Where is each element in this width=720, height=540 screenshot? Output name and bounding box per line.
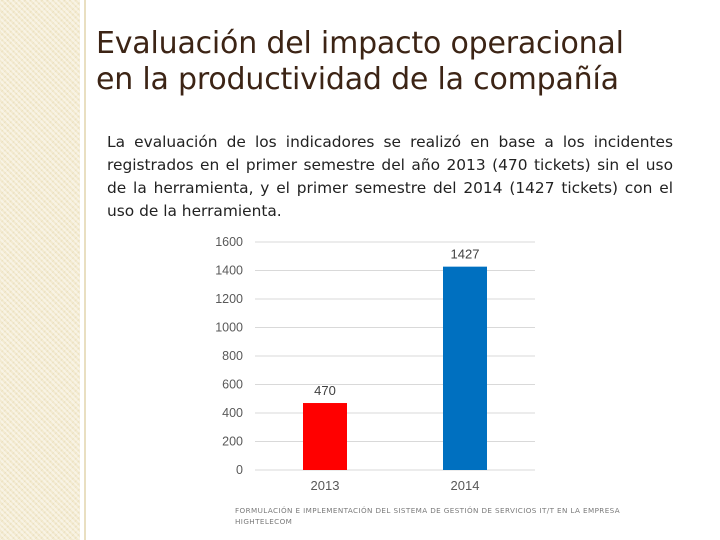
data-label-2013: 470 bbox=[314, 383, 336, 398]
x-tick-label-2013: 2013 bbox=[311, 478, 340, 493]
bar-2013 bbox=[303, 403, 347, 470]
y-tick-label-0: 0 bbox=[236, 463, 243, 477]
chart-data-labels: 470 1427 bbox=[314, 247, 479, 398]
y-tick-label-600: 600 bbox=[222, 378, 243, 392]
slide-title-line-2: en la productividad de la compañía bbox=[96, 62, 619, 97]
chart-bars bbox=[303, 266, 487, 470]
footer-note: FORMULACIÓN E IMPLEMENTACIÓN DEL SISTEMA… bbox=[235, 506, 621, 526]
y-tick-label-200: 200 bbox=[222, 435, 243, 449]
slide-body-text: La evaluación de los indicadores se real… bbox=[107, 133, 673, 220]
y-tick-label-800: 800 bbox=[222, 349, 243, 363]
bar-chart: 0 200 400 600 800 1000 1200 1400 1600 470 1427 20… bbox=[200, 230, 550, 505]
y-tick-label-1400: 1400 bbox=[215, 264, 243, 278]
y-tick-label-1600: 1600 bbox=[215, 235, 243, 249]
slide-title-line-1: Evaluación del impacto operacional bbox=[96, 26, 624, 61]
bar-2014 bbox=[443, 266, 487, 470]
y-tick-label-1000: 1000 bbox=[215, 321, 243, 335]
data-label-2014: 1427 bbox=[451, 247, 480, 262]
x-tick-label-2014: 2014 bbox=[451, 478, 480, 493]
bar-chart-svg: 0 200 400 600 800 1000 1200 1400 1600 470 1427 20… bbox=[215, 235, 535, 493]
chart-y-axis-ticks: 0 200 400 600 800 1000 1200 1400 1600 bbox=[215, 235, 243, 477]
chart-gridlines bbox=[255, 241, 535, 471]
decorative-side-band bbox=[0, 0, 80, 540]
y-tick-label-1200: 1200 bbox=[215, 292, 243, 306]
decorative-side-rule bbox=[84, 0, 86, 540]
y-tick-label-400: 400 bbox=[222, 406, 243, 420]
slide-title: Evaluación del impacto operacional en la… bbox=[96, 26, 706, 98]
chart-x-axis-ticks: 2013 2014 bbox=[311, 478, 480, 493]
